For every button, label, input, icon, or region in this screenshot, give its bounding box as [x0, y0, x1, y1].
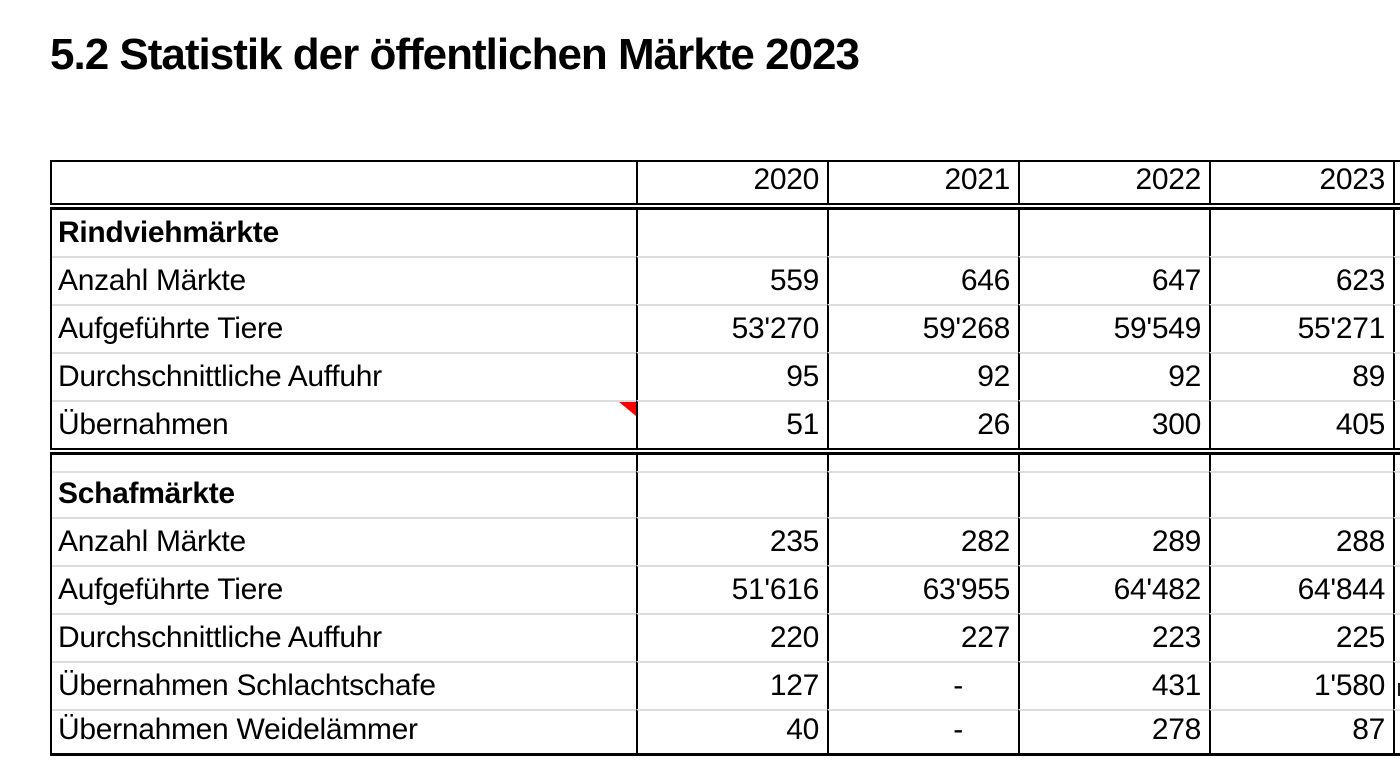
value-cell[interactable]: 51'616 — [636, 565, 827, 613]
value-cell[interactable]: 63'955 — [827, 565, 1018, 613]
clipped-column-sliver — [1393, 517, 1400, 565]
table-row: Übernahmen 51 26 300 405 — [52, 400, 1400, 448]
value-cell[interactable]: 26 — [827, 400, 1018, 448]
value-cell[interactable]: 227 — [827, 613, 1018, 661]
row-label[interactable]: Aufgeführte Tiere — [52, 304, 636, 352]
table-row: Übernahmen Schlachtschafe 127 - 431 1'58… — [52, 661, 1400, 709]
table-row: Anzahl Märkte 559 646 647 623 — [52, 256, 1400, 304]
clipped-column-sliver — [1393, 256, 1400, 304]
clipped-column-sliver — [1393, 613, 1400, 661]
clipped-column-sliver — [1393, 661, 1400, 709]
value-cell[interactable]: - — [827, 709, 1018, 753]
value-cell[interactable]: 289 — [1018, 517, 1209, 565]
section-heading[interactable]: Schafmärkte — [52, 471, 636, 517]
value-cell[interactable]: 1'580 — [1209, 661, 1393, 709]
row-label[interactable]: Übernahmen Weidelämmer — [52, 709, 636, 753]
value-cell[interactable]: 55'271 — [1209, 304, 1393, 352]
clipped-column-sliver — [1393, 304, 1400, 352]
section-schafmaerkte: Schafmärkte Anzahl Märkte 235 282 289 28… — [50, 452, 1400, 756]
row-label[interactable]: Anzahl Märkte — [52, 256, 636, 304]
page-title: 5.2 Statistik der öffentlichen Märkte 20… — [50, 30, 860, 79]
clipped-glyph-fragment — [1398, 683, 1400, 696]
row-label[interactable]: Durchschnittliche Auffuhr — [52, 613, 636, 661]
value-cell[interactable]: 225 — [1209, 613, 1393, 661]
year-header-row: 2020 2021 2022 2023 — [52, 162, 1400, 203]
value-cell[interactable]: 89 — [1209, 352, 1393, 400]
year-header-2021[interactable]: 2021 — [827, 162, 1018, 203]
header-empty-cell[interactable] — [52, 162, 636, 203]
value-cell[interactable]: 59'549 — [1018, 304, 1209, 352]
clipped-column-sliver — [1393, 455, 1400, 471]
value-cell[interactable]: 92 — [1018, 352, 1209, 400]
value-cell[interactable]: 220 — [636, 613, 827, 661]
value-cell[interactable]: 431 — [1018, 661, 1209, 709]
row-label[interactable]: Übernahmen — [52, 400, 636, 448]
value-cell[interactable]: 288 — [1209, 517, 1393, 565]
value-cell[interactable]: 646 — [827, 256, 1018, 304]
table-row: Durchschnittliche Auffuhr 220 227 223 22… — [52, 613, 1400, 661]
value-cell[interactable]: 40 — [636, 709, 827, 753]
value-cell[interactable]: 647 — [1018, 256, 1209, 304]
row-label[interactable]: Übernahmen Schlachtschafe — [52, 661, 636, 709]
spreadsheet-table: 2020 2021 2022 2023 Rindviehmärkte Anzah… — [50, 160, 1400, 756]
value-cell[interactable]: 59'268 — [827, 304, 1018, 352]
clipped-column-sliver — [1393, 352, 1400, 400]
value-cell[interactable]: 235 — [636, 517, 827, 565]
year-header-2020[interactable]: 2020 — [636, 162, 827, 203]
section-heading-row: Rindviehmärkte — [52, 210, 1400, 256]
table-row: Übernahmen Weidelämmer 40 - 278 87 — [52, 709, 1400, 753]
clipped-column-sliver — [1393, 162, 1400, 203]
value-cell[interactable]: 51 — [636, 400, 827, 448]
row-label[interactable]: Aufgeführte Tiere — [52, 565, 636, 613]
value-cell[interactable]: 559 — [636, 256, 827, 304]
value-cell[interactable]: 53'270 — [636, 304, 827, 352]
value-cell[interactable]: 300 — [1018, 400, 1209, 448]
clipped-column-sliver — [1393, 565, 1400, 613]
clipped-column-sliver — [1393, 210, 1400, 256]
value-cell[interactable]: 95 — [636, 352, 827, 400]
value-cell[interactable]: 405 — [1209, 400, 1393, 448]
table-row: Anzahl Märkte 235 282 289 288 — [52, 517, 1400, 565]
value-cell[interactable]: 64'844 — [1209, 565, 1393, 613]
row-label[interactable]: Durchschnittliche Auffuhr — [52, 352, 636, 400]
value-cell[interactable]: 223 — [1018, 613, 1209, 661]
section-heading-row: Schafmärkte — [52, 471, 1400, 517]
spacer-row — [52, 455, 1400, 471]
table-row: Aufgeführte Tiere 51'616 63'955 64'482 6… — [52, 565, 1400, 613]
cell-comment-indicator-icon[interactable] — [619, 402, 636, 416]
clipped-column-sliver — [1393, 709, 1400, 753]
table-row: Aufgeführte Tiere 53'270 59'268 59'549 5… — [52, 304, 1400, 352]
value-cell[interactable]: 282 — [827, 517, 1018, 565]
year-header-2022[interactable]: 2022 — [1018, 162, 1209, 203]
clipped-column-sliver — [1393, 471, 1400, 517]
value-cell[interactable]: 64'482 — [1018, 565, 1209, 613]
value-cell[interactable]: 92 — [827, 352, 1018, 400]
value-cell[interactable]: 127 — [636, 661, 827, 709]
section-heading[interactable]: Rindviehmärkte — [52, 210, 636, 256]
value-cell[interactable]: 87 — [1209, 709, 1393, 753]
table-row: Durchschnittliche Auffuhr 95 92 92 89 — [52, 352, 1400, 400]
value-cell[interactable]: - — [827, 661, 1018, 709]
table-header-block: 2020 2021 2022 2023 — [50, 160, 1400, 205]
row-label[interactable]: Anzahl Märkte — [52, 517, 636, 565]
value-cell[interactable]: 623 — [1209, 256, 1393, 304]
year-header-2023[interactable]: 2023 — [1209, 162, 1393, 203]
clipped-column-sliver — [1393, 400, 1400, 448]
section-rindviehmaerkte: Rindviehmärkte Anzahl Märkte 559 646 647… — [50, 207, 1400, 450]
value-cell[interactable]: 278 — [1018, 709, 1209, 753]
